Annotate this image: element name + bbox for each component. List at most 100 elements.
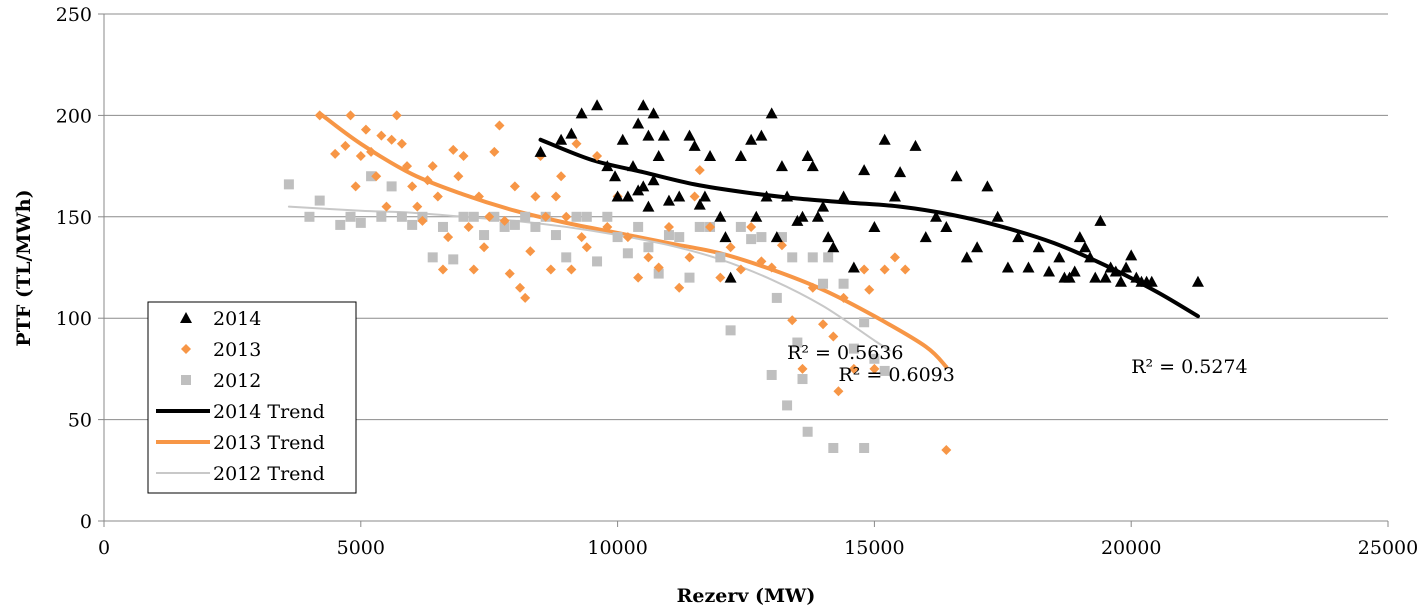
point-2014	[770, 231, 783, 243]
point-2014	[1022, 261, 1035, 273]
point-2012	[355, 217, 366, 228]
point-2013	[879, 264, 890, 275]
point-2012	[643, 242, 654, 253]
point-2012	[448, 254, 459, 265]
point-2012	[653, 268, 664, 279]
y-axis-title: PTF (TL/MWh)	[13, 189, 35, 346]
point-2012	[859, 317, 870, 328]
point-2014	[1094, 214, 1107, 226]
x-tick-label: 5000	[337, 537, 385, 559]
point-2013	[499, 215, 510, 226]
point-2014	[627, 160, 640, 172]
point-2014	[868, 220, 881, 232]
point-2014	[637, 99, 650, 111]
point-2012	[869, 353, 880, 364]
point-2013	[592, 150, 603, 161]
point-2014	[662, 194, 675, 206]
point-2014	[609, 170, 622, 182]
point-2014	[950, 170, 963, 182]
point-2013	[807, 282, 818, 293]
point-2013	[350, 181, 361, 192]
point-2012	[735, 221, 746, 232]
point-2014	[591, 99, 604, 111]
point-2013	[633, 272, 644, 283]
point-2012	[818, 278, 829, 289]
point-2014	[1125, 249, 1138, 261]
point-2014	[827, 241, 840, 253]
point-2014	[1043, 265, 1056, 277]
point-2012	[782, 400, 793, 411]
point-2014	[1078, 241, 1091, 253]
point-2014	[575, 107, 588, 119]
point-2013	[848, 363, 859, 374]
point-2013	[818, 319, 829, 330]
point-2014	[719, 231, 732, 243]
point-2013	[509, 181, 520, 192]
point-2012	[427, 252, 438, 263]
point-2014	[693, 198, 706, 210]
point-2013	[463, 221, 474, 232]
point-2013	[787, 315, 798, 326]
point-2014	[1068, 265, 1081, 277]
point-2013	[437, 264, 448, 275]
point-2012	[520, 211, 531, 222]
point-2013	[494, 120, 505, 131]
point-2013	[345, 110, 356, 121]
point-2014	[642, 200, 655, 212]
point-2014	[1099, 271, 1112, 283]
point-2014	[1053, 251, 1066, 263]
point-2013	[530, 191, 541, 202]
point-2013	[386, 134, 397, 145]
point-2012	[684, 272, 695, 283]
point-2012	[838, 278, 849, 289]
point-2013	[489, 146, 500, 157]
point-2014	[704, 149, 717, 161]
point-2013	[422, 175, 433, 186]
point-2013	[417, 215, 428, 226]
point-2013	[715, 272, 726, 283]
point-2014	[1114, 275, 1127, 287]
point-2013	[643, 252, 654, 263]
legend-label: 2013 Trend	[213, 432, 325, 454]
point-2013	[756, 256, 767, 267]
point-2013	[515, 282, 526, 293]
point-2014	[775, 160, 788, 172]
point-2013	[705, 221, 716, 232]
point-2012	[622, 248, 633, 259]
point-2014	[806, 160, 819, 172]
x-tick-labels: 0 5000 10000 15000 20000 25000	[98, 521, 1418, 559]
point-2012	[468, 211, 479, 222]
point-2013	[900, 264, 911, 275]
legend-label: 2014	[213, 308, 261, 330]
point-2014	[534, 145, 547, 157]
point-2012	[715, 252, 726, 263]
point-2014	[673, 190, 686, 202]
point-2012	[366, 171, 377, 182]
legend-label: 2012	[213, 370, 261, 392]
point-2013	[746, 221, 757, 232]
point-2012	[694, 221, 705, 232]
point-2014	[781, 190, 794, 202]
point-2013	[663, 221, 674, 232]
point-2013	[391, 110, 402, 121]
y-tick-label: 250	[56, 4, 92, 26]
legend-marker-2014	[180, 312, 192, 323]
point-2012	[756, 232, 767, 243]
point-2014	[919, 231, 932, 243]
point-2012	[314, 195, 325, 206]
r-squared-label: R² = 0.5274	[1131, 356, 1247, 378]
point-2013	[566, 264, 577, 275]
point-2013	[479, 242, 490, 253]
point-2012	[581, 211, 592, 222]
point-2013	[776, 240, 787, 251]
point-2014	[616, 133, 629, 145]
point-2014	[637, 180, 650, 192]
point-2012	[797, 374, 808, 385]
point-2014	[878, 133, 891, 145]
point-2013	[402, 161, 413, 172]
y-tick-label: 200	[56, 105, 92, 127]
point-2012	[499, 221, 510, 232]
point-2014	[894, 166, 907, 178]
point-2012	[766, 369, 777, 380]
